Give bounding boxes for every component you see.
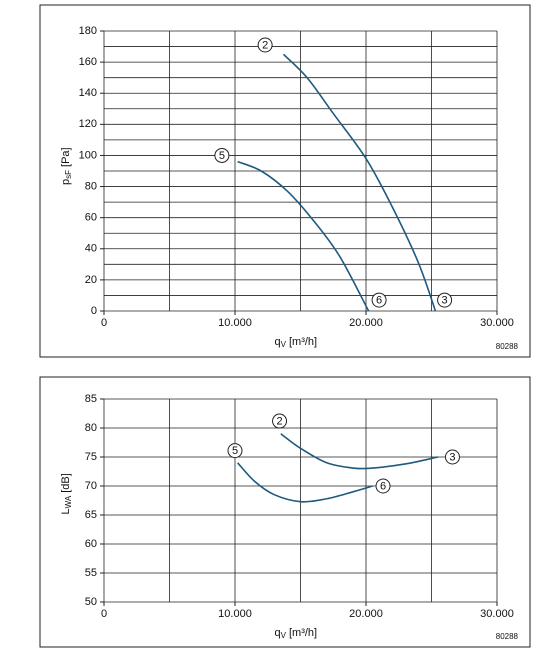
annotation-circle (214, 147, 230, 163)
x-label-main: q (275, 627, 281, 639)
x-tick-label: 30.000 (480, 608, 514, 620)
figure-code: 80288 (496, 632, 519, 641)
annotation-circle (227, 443, 243, 459)
annotation-label: 2 (262, 39, 268, 51)
annotation-label: 5 (232, 445, 238, 457)
annotation-circle (272, 413, 288, 429)
y-label-main: p (60, 179, 72, 185)
annotation-circle (437, 292, 453, 308)
y-tick-label: 160 (79, 56, 97, 68)
y-tick-label: 0 (91, 305, 97, 317)
x-axis-label: qV [m³/h] (275, 336, 318, 349)
y-label-main: L (60, 508, 72, 514)
y-tick-label: 100 (79, 149, 97, 161)
y-tick-label: 80 (85, 180, 97, 192)
x-tick-label: 10.000 (218, 317, 252, 329)
x-tick-label: 10.000 (218, 608, 252, 620)
curve (280, 433, 439, 470)
y-tick-label: 85 (85, 393, 97, 405)
y-label-unit: [Pa] (60, 147, 72, 167)
annotation-circle (444, 449, 460, 465)
panel-border (39, 4, 531, 358)
annotation-label: 2 (276, 415, 282, 427)
y-tick-label: 75 (85, 451, 97, 463)
y-tick-label: 180 (79, 25, 97, 37)
y-tick-label: 60 (85, 538, 97, 550)
annotation-circle (375, 478, 391, 494)
panel-border (39, 376, 531, 648)
y-tick-label: 80 (85, 422, 97, 434)
y-label-sub: sF (64, 170, 73, 179)
y-tick-label: 70 (85, 480, 97, 492)
y-tick-label: 20 (85, 274, 97, 286)
x-tick-label: 0 (101, 317, 107, 329)
x-tick-label: 20.000 (349, 317, 383, 329)
x-tick-label: 0 (101, 608, 107, 620)
x-tick-label: 30.000 (480, 317, 514, 329)
curve (237, 462, 373, 503)
y-label-sub: WA (64, 495, 73, 508)
x-label-unit: [m³/h] (289, 336, 317, 348)
y-axis-label: LWA [dB] (60, 473, 73, 514)
x-label-unit: [m³/h] (289, 627, 317, 639)
x-tick-label: 20.000 (349, 608, 383, 620)
annotation-label: 3 (449, 451, 455, 463)
y-tick-label: 120 (79, 118, 97, 130)
y-axis-label: psF [Pa] (60, 147, 73, 185)
annotation-label: 6 (376, 295, 382, 307)
y-tick-label: 60 (85, 212, 97, 224)
y-tick-label: 55 (85, 567, 97, 579)
y-tick-label: 40 (85, 243, 97, 255)
annotation-label: 3 (442, 295, 448, 307)
curve (237, 160, 370, 312)
annotation-circle (371, 292, 387, 308)
x-label-sub: V (281, 631, 287, 640)
figure-code: 80288 (496, 342, 519, 351)
y-label-unit: [dB] (60, 473, 72, 493)
annotation-label: 5 (219, 150, 225, 162)
annotation-circle (257, 37, 273, 53)
x-label-sub: V (281, 340, 287, 349)
y-tick-label: 65 (85, 509, 97, 521)
y-tick-label: 140 (79, 87, 97, 99)
curve (282, 53, 437, 312)
x-axis-label: qV [m³/h] (275, 627, 318, 640)
y-tick-label: 50 (85, 596, 97, 608)
x-label-main: q (275, 336, 281, 348)
annotation-label: 6 (380, 480, 386, 492)
